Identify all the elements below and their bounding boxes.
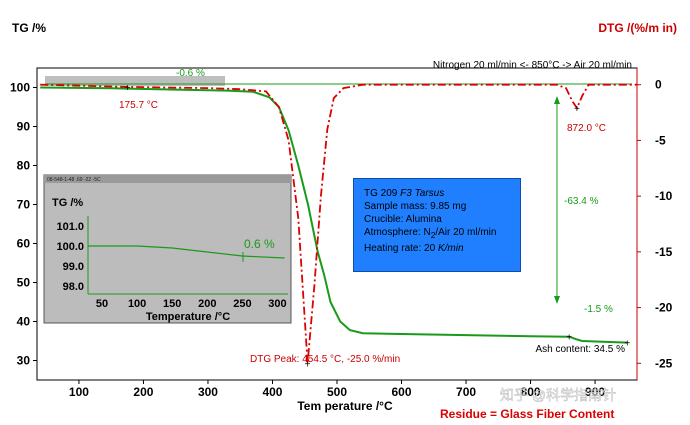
curve-marker: + [305, 359, 311, 370]
watermark-text: 知乎 @科学指南针 [500, 387, 616, 403]
inset-xlabel: Temperature /°C [146, 311, 230, 323]
instrument-info-box: TG 209 F3 Tarsus Sample mass: 9.85 mg Cr… [353, 178, 521, 272]
inset-background [43, 174, 292, 324]
info-atmosphere: Atmosphere: N2/Air 20 ml/min [364, 227, 497, 240]
y-right-tick-label: -5 [655, 133, 666, 147]
x-tick-label: 300 [198, 385, 218, 399]
inset-x-tick-label: 300 [268, 298, 286, 310]
inset-change-label: 0.6 % [244, 237, 275, 251]
residue-label: Residue = Glass Fiber Content [440, 407, 614, 421]
y-left-tick-label: 50 [17, 276, 31, 290]
mass-change-2-label: -63.4 % [564, 196, 599, 207]
inset-chart: 08-548-1-48 .69 -22 -5C TG /% Temperatur… [43, 174, 292, 324]
y-axis-left-title: TG /% [12, 21, 46, 35]
curve-marker: + [125, 83, 131, 94]
y-left-tick-label: 40 [17, 315, 31, 329]
y-right-tick-label: -25 [655, 356, 673, 370]
mass-change-3-label: -1.5 % [584, 304, 613, 315]
x-tick-label: 900 [585, 385, 605, 399]
inset-ticks: 98.0 99.0 100.0 101.0 50 100 150 200 250 300 [56, 216, 288, 310]
y-axis-right-title: DTG /(%/m in) [598, 21, 677, 35]
inset-x-tick-label: 250 [233, 298, 251, 310]
inset-x-tick-label: 100 [128, 298, 146, 310]
inset-y-tick-label: 99.0 [63, 261, 84, 273]
inset-series-line [88, 245, 285, 259]
y-left-tick-label: 70 [17, 198, 31, 212]
y-left-tick-label: 90 [17, 120, 31, 134]
x-axis-ticks: 100 200 300 400 500 600 700 800 900 [69, 380, 605, 399]
curve-marker: + [574, 104, 580, 115]
curve-marker: + [566, 333, 572, 344]
x-axis-title: Tem perature /°C [297, 399, 393, 413]
inset-y-tick-label: 101.0 [56, 221, 84, 233]
arrow-head-bottom [554, 296, 560, 304]
inset-header: 08-548-1-48 .69 -22 -5C [47, 177, 101, 183]
x-tick-label: 200 [133, 385, 153, 399]
info-crucible: Crucible: Alumina [364, 214, 442, 225]
info-mass: Sample mass: 9.85 mg [364, 201, 467, 212]
peak-2-label: 872.0 °C [567, 123, 606, 134]
curve-marker: + [624, 339, 630, 350]
info-heating-rate: Heating rate: 20 K/min [364, 243, 464, 254]
atmosphere-label: Nitrogen 20 ml/min <- 850°C -> Air 20 ml… [433, 60, 632, 71]
x-tick-label: 800 [521, 385, 541, 399]
tg-series-line [40, 86, 628, 344]
dtg-peak-label: DTG Peak: 454.5 °C, -25.0 %/min [250, 354, 400, 365]
inset-x-tick-label: 50 [96, 298, 108, 310]
x-tick-label: 700 [456, 385, 476, 399]
start-shade [45, 76, 225, 86]
y-right-tick-label: -15 [655, 245, 673, 259]
peak-1-label: 175.7 °C [119, 100, 158, 111]
x-tick-label: 600 [392, 385, 412, 399]
arrow-head-top [554, 96, 560, 104]
y-right-tick-label: 0 [655, 78, 662, 92]
info-model: TG 209 F3 Tarsus [364, 188, 445, 199]
inset-y-tick-label: 100.0 [56, 241, 84, 253]
y-left-tick-label: 60 [17, 237, 31, 251]
x-tick-label: 100 [69, 385, 89, 399]
inset-y-tick-label: 98.0 [63, 281, 84, 293]
y-axis-right-ticks: 0 -5 -10 -15 -20 -25 [637, 78, 673, 370]
x-tick-label: 400 [262, 385, 282, 399]
dtg-series-line [40, 83, 637, 364]
inset-x-tick-label: 150 [163, 298, 181, 310]
x-tick-label: 500 [327, 385, 347, 399]
mass-change-1-label: -0.6 % [176, 68, 205, 79]
inset-x-tick-label: 200 [198, 298, 216, 310]
y-left-tick-label: 30 [17, 354, 31, 368]
y-axis-left-ticks: 30 40 50 60 70 80 90 100 [10, 81, 37, 368]
inset-header-bar [44, 175, 291, 183]
y-left-tick-label: 100 [10, 81, 30, 95]
ash-content-label: Ash content: 34.5 % [535, 344, 625, 355]
y-left-tick-label: 80 [17, 159, 31, 173]
y-right-tick-label: -20 [655, 301, 673, 315]
inset-ylabel: TG /% [52, 197, 83, 209]
y-right-tick-label: -10 [655, 189, 673, 203]
